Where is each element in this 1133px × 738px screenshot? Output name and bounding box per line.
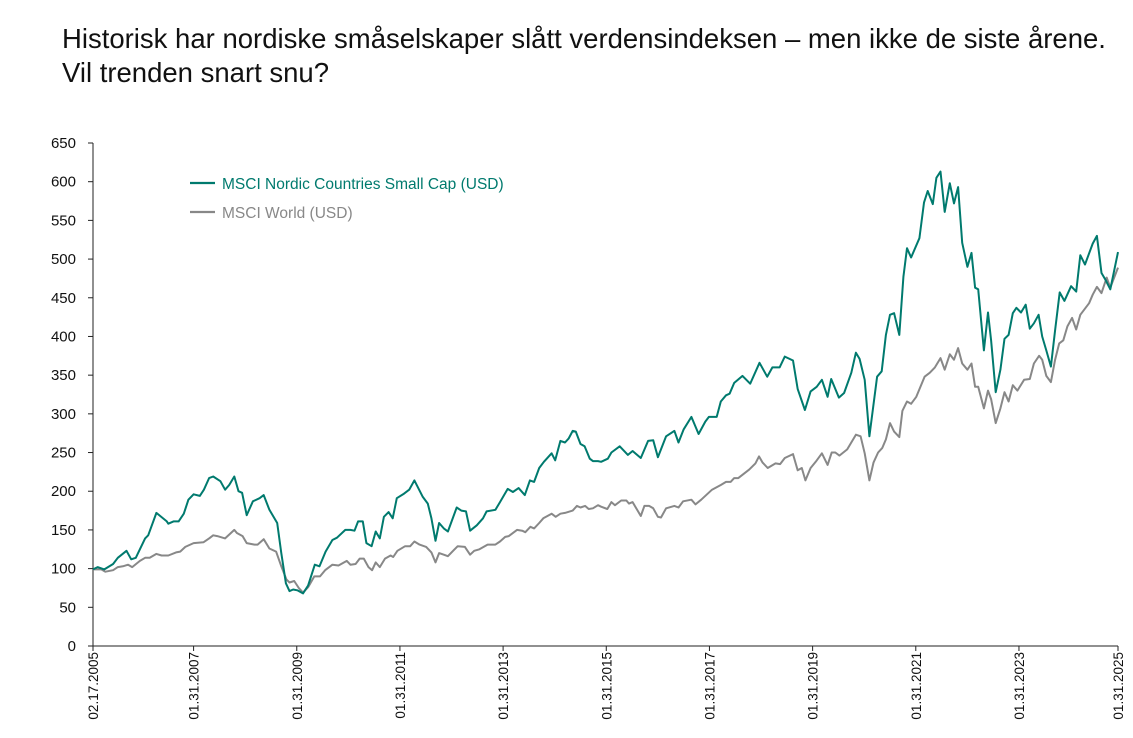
x-tick-label: 01.31.2021 <box>909 652 924 720</box>
chart-title: Historisk har nordiske småselskaper slåt… <box>62 23 1106 88</box>
y-tick-label: 150 <box>51 522 76 539</box>
x-tick-label: 02.17.2005 <box>86 652 101 720</box>
legend-label-world: MSCI World (USD) <box>222 205 353 222</box>
x-tick-label: 01.31.2013 <box>496 652 511 720</box>
x-tick-label: 01.31.2025 <box>1111 652 1126 720</box>
y-tick-label: 50 <box>59 599 76 616</box>
series-line-msci-nordic-small-cap <box>92 170 1119 595</box>
y-tick-label: 100 <box>51 561 76 578</box>
y-tick-label: 600 <box>51 174 76 191</box>
y-tick-label: 400 <box>51 328 76 345</box>
x-tick-label: 01.31.2017 <box>702 652 717 720</box>
x-tick-label: 01.31.2009 <box>290 652 305 720</box>
x-tick-label: 01.31.2007 <box>187 652 202 720</box>
y-tick-label: 450 <box>51 290 76 307</box>
y-tick-label: 350 <box>51 367 76 384</box>
x-tick-label: 01.31.2011 <box>393 652 408 719</box>
legend: MSCI Nordic Countries Small Cap (USD) MS… <box>190 176 504 222</box>
x-tick-label: 01.31.2023 <box>1012 652 1027 720</box>
x-tick-label: 01.31.2015 <box>599 652 614 720</box>
legend-label-nordic: MSCI Nordic Countries Small Cap (USD) <box>222 176 504 193</box>
y-tick-label: 550 <box>51 212 76 229</box>
y-tick-label: 200 <box>51 483 76 500</box>
y-tick-label: 250 <box>51 445 76 462</box>
series-lines <box>92 170 1119 595</box>
axes: 0 50 100 150 200 250 300 350 400 450 500 550 600 650 0… <box>51 135 1126 720</box>
y-tick-label: 0 <box>68 638 76 655</box>
y-tick-label: 300 <box>51 406 76 423</box>
y-tick-label: 650 <box>51 135 76 152</box>
x-tick-label: 01.31.2019 <box>806 652 821 720</box>
series-line-msci-world <box>93 267 1119 594</box>
y-tick-label: 500 <box>51 251 76 268</box>
